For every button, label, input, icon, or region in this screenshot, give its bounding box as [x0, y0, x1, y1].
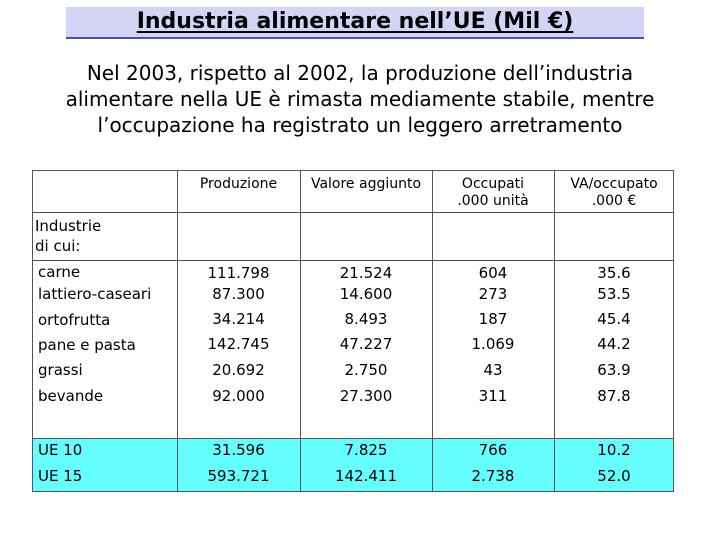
cell-va-occupato: 53.5 — [597, 285, 631, 303]
cell-va-occupato: 45.4 — [597, 310, 631, 328]
row-label: lattiero-caseari — [38, 285, 152, 303]
header-occupati-line2: .000 unità — [457, 193, 529, 209]
row-label: pane e pasta — [38, 336, 136, 354]
totals-band — [32, 438, 674, 492]
data-table: Produzione Valore aggiunto Occupati .000… — [32, 170, 674, 492]
cell-valore-aggiunto: 14.600 — [339, 285, 393, 303]
slide-subtitle: Nel 2003, rispetto al 2002, la produzion… — [10, 60, 710, 138]
cell-va-occupato: 35.6 — [597, 264, 631, 282]
row-label: ortofrutta — [38, 311, 111, 329]
cell-occupati: 766 — [478, 441, 508, 459]
cell-occupati: 1.069 — [471, 335, 515, 353]
cell-occupati: 311 — [478, 387, 508, 405]
cell-valore-aggiunto: 2.750 — [344, 361, 388, 379]
cell-valore-aggiunto: 27.300 — [339, 387, 393, 405]
cell-produzione: 142.745 — [207, 335, 270, 353]
cell-va-occupato: 87.8 — [597, 387, 631, 405]
row-label: bevande — [38, 387, 104, 405]
cell-produzione: 20.692 — [212, 361, 265, 379]
cell-valore-aggiunto: 8.493 — [344, 310, 388, 328]
header-valore-aggiunto: Valore aggiunto — [310, 176, 422, 192]
header-occupati: Occupati .000 unità — [432, 176, 554, 210]
slide-title: Industria alimentare nell’UE (Mil €) — [66, 7, 644, 39]
totals-row-label: UE 15 — [38, 467, 83, 485]
row-divider — [32, 438, 674, 439]
cell-produzione: 92.000 — [212, 387, 265, 405]
cell-va-occupato: 52.0 — [597, 467, 631, 485]
cell-va-occupato: 63.9 — [597, 361, 631, 379]
cell-occupati: 2.738 — [471, 467, 515, 485]
cell-produzione: 87.300 — [212, 285, 265, 303]
header-va-occupato-line1: VA/occupato — [570, 176, 658, 192]
row-divider — [32, 260, 674, 261]
subtitle-line: alimentare nella UE è rimasta mediamente… — [65, 87, 655, 111]
section-label-line1: Industrie — [35, 217, 102, 235]
header-va-occupato-line2: .000 € — [591, 193, 637, 209]
row-label: grassi — [38, 361, 83, 379]
cell-produzione: 111.798 — [207, 264, 270, 282]
cell-produzione: 34.214 — [212, 310, 265, 328]
cell-va-occupato: 10.2 — [597, 441, 631, 459]
cell-valore-aggiunto: 7.825 — [344, 441, 388, 459]
header-occupati-line1: Occupati — [461, 176, 525, 192]
table-border — [32, 170, 674, 492]
column-divider — [300, 170, 301, 492]
header-produzione: Produzione — [199, 176, 278, 192]
cell-valore-aggiunto: 142.411 — [334, 467, 398, 485]
cell-valore-aggiunto: 47.227 — [339, 335, 393, 353]
cell-valore-aggiunto: 21.524 — [339, 264, 393, 282]
section-label-line2: di cui: — [35, 237, 81, 255]
header-va-occupato: VA/occupato .000 € — [554, 176, 674, 210]
cell-va-occupato: 44.2 — [597, 335, 631, 353]
row-divider — [32, 212, 674, 213]
cell-occupati: 273 — [478, 285, 508, 303]
cell-produzione: 31.596 — [212, 441, 265, 459]
subtitle-line: Nel 2003, rispetto al 2002, la produzion… — [86, 61, 634, 85]
column-divider — [432, 170, 433, 492]
cell-occupati: 43 — [483, 361, 503, 379]
cell-occupati: 187 — [478, 310, 508, 328]
column-divider — [177, 170, 178, 492]
cell-occupati: 604 — [478, 264, 508, 282]
section-label: Industrie di cui: — [35, 216, 101, 256]
cell-produzione: 593.721 — [207, 467, 270, 485]
totals-row-label: UE 10 — [38, 441, 83, 459]
column-divider — [554, 170, 555, 492]
subtitle-line: l’occupazione ha registrato un leggero a… — [97, 113, 623, 137]
row-label: carne — [38, 263, 81, 281]
